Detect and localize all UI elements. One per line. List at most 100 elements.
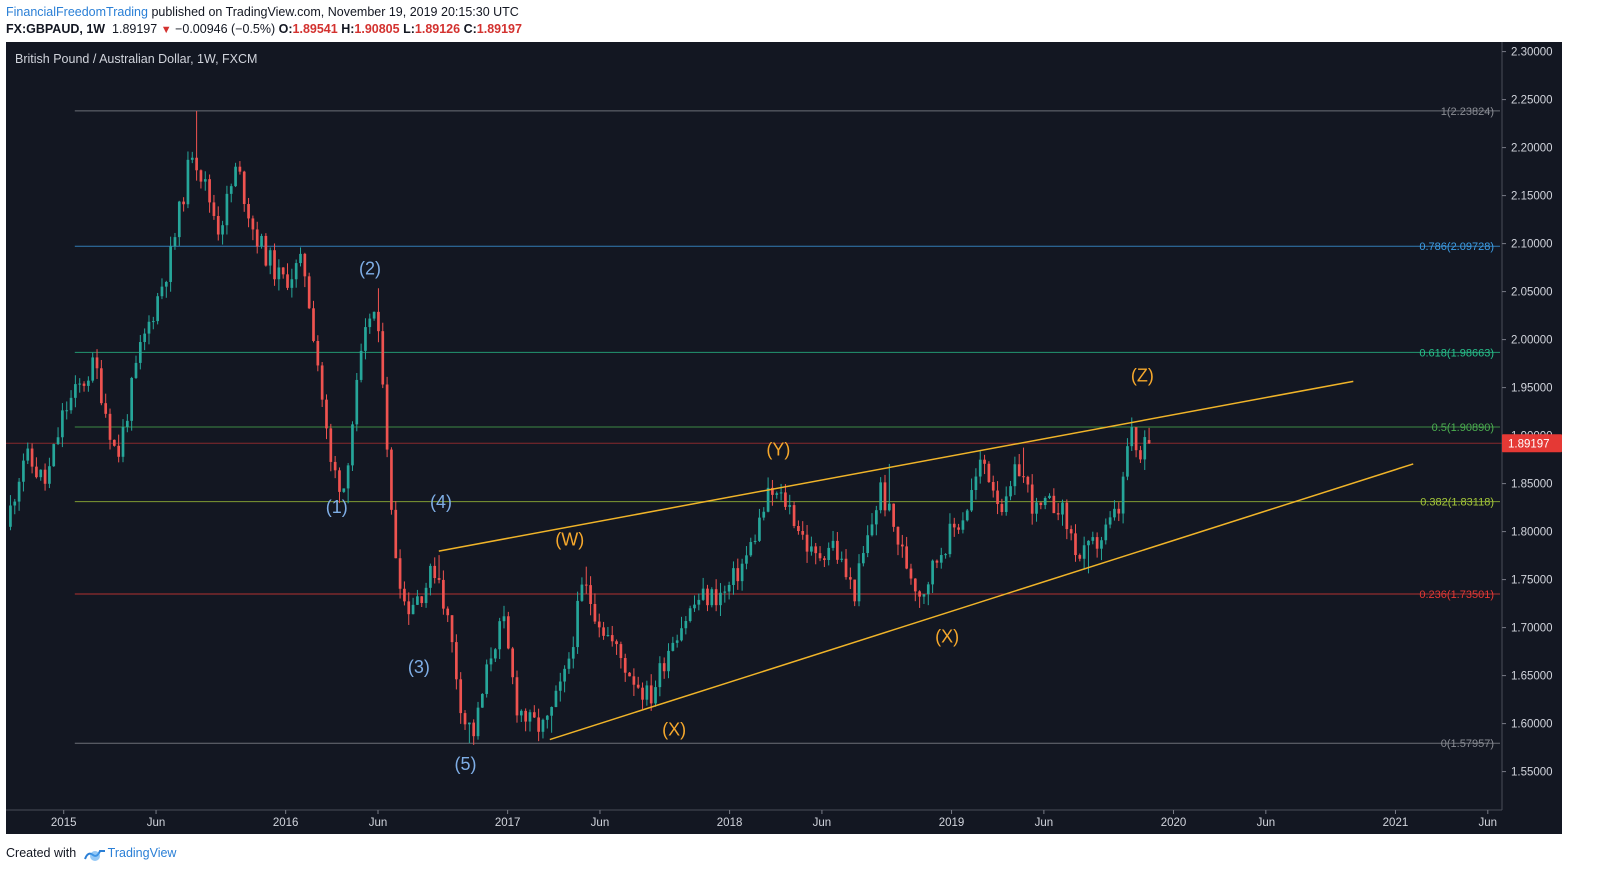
price-tick-label: 1.95000 xyxy=(1511,383,1553,395)
low-value: 1.89126 xyxy=(414,22,461,36)
candle-body xyxy=(463,713,467,725)
fib-label: 0(1.57957) xyxy=(1441,738,1494,750)
candle-body xyxy=(359,350,363,380)
price-tick-label: 1.55000 xyxy=(1511,767,1553,779)
candle-body xyxy=(758,517,761,541)
wave-label: (X) xyxy=(935,626,959,646)
candle-body xyxy=(502,616,506,622)
candle-body xyxy=(346,465,350,489)
candle-body xyxy=(381,331,385,385)
candle-body xyxy=(390,449,393,510)
candle-body xyxy=(506,616,510,649)
candle-body xyxy=(333,461,337,471)
candle-body xyxy=(121,426,125,457)
candle-body xyxy=(264,235,268,266)
candle-body xyxy=(1108,517,1112,525)
candle-body xyxy=(519,710,523,716)
time-tick-label: Jun xyxy=(147,817,166,829)
candle-body xyxy=(203,179,207,182)
candle-body xyxy=(978,459,982,477)
candle-body xyxy=(996,490,999,505)
candle-body xyxy=(606,635,610,637)
candle-body xyxy=(887,503,891,511)
candle-body xyxy=(818,553,822,559)
close-label: C: xyxy=(463,22,477,36)
candle-body xyxy=(355,379,359,425)
candle-body xyxy=(450,615,454,643)
published-text: published on TradingView.com, November 1… xyxy=(151,5,519,19)
candle-body xyxy=(1087,540,1090,546)
candle-body xyxy=(459,679,463,714)
candle-body xyxy=(961,520,965,530)
candle-body xyxy=(1100,540,1103,549)
candle-body xyxy=(9,505,12,527)
time-axis-panel[interactable] xyxy=(6,810,1562,834)
candle-body xyxy=(1126,446,1129,477)
candle-body xyxy=(649,685,653,704)
candle-body xyxy=(1117,508,1121,514)
candle-body xyxy=(190,157,194,160)
candle-body xyxy=(991,482,995,491)
candle-body xyxy=(100,368,103,404)
author-link[interactable]: FinancialFreedomTrading xyxy=(6,5,148,19)
candle-body xyxy=(1113,508,1116,518)
candle-body xyxy=(563,668,566,682)
candle-body xyxy=(442,579,445,609)
candle-body xyxy=(91,357,95,381)
candle-body xyxy=(580,584,584,601)
candle-body xyxy=(316,340,320,366)
candle-body xyxy=(784,492,787,507)
price-tick-label: 2.25000 xyxy=(1511,95,1553,107)
candle-body xyxy=(385,384,389,450)
time-tick-label: 2017 xyxy=(495,817,521,829)
price-tick-label: 2.05000 xyxy=(1511,287,1553,299)
candle-body xyxy=(593,603,597,622)
candle-body xyxy=(485,664,489,694)
tradingview-link[interactable]: TradingView xyxy=(107,846,177,860)
candle-body xyxy=(247,204,250,219)
candle-body xyxy=(377,311,380,332)
candle-body xyxy=(567,658,571,669)
candle-body xyxy=(866,535,870,554)
candle-body xyxy=(151,321,155,323)
price-tick-label: 1.75000 xyxy=(1511,575,1553,587)
candle-body xyxy=(1035,502,1038,514)
candle-body xyxy=(944,554,947,556)
candle-body xyxy=(398,558,402,589)
candle-body xyxy=(156,296,159,322)
candle-body xyxy=(303,253,307,277)
candle-body xyxy=(922,594,926,597)
wave-labels: (2) (1) (4) (3) (5) (W) (Y) (X) (X) (Z) xyxy=(326,258,1154,774)
candle-body xyxy=(30,448,34,467)
candle-body xyxy=(857,563,861,602)
candle-body xyxy=(554,690,558,708)
candle-body xyxy=(17,481,21,502)
chart-svg[interactable]: 1(2.23824) 0.786(2.09728) 0.618(1.98663) 0.… xyxy=(6,42,1562,834)
candle-body xyxy=(892,503,895,527)
publish-line: FinancialFreedomTrading published on Tra… xyxy=(6,5,519,19)
candle-body xyxy=(143,333,146,343)
time-tick-label: Jun xyxy=(591,817,610,829)
candle-body xyxy=(56,437,60,445)
candle-body xyxy=(1030,484,1034,514)
candle-body xyxy=(1017,464,1021,477)
candle-body xyxy=(645,685,649,700)
candle-body xyxy=(836,540,839,560)
candle-body xyxy=(22,460,25,482)
candle-body xyxy=(95,357,99,369)
price-tick-label: 1.60000 xyxy=(1511,719,1553,731)
candle-body xyxy=(931,560,934,585)
candle-body xyxy=(797,526,800,532)
candle-body xyxy=(173,237,177,247)
candle-body xyxy=(199,170,203,182)
chart-container[interactable]: 1(2.23824) 0.786(2.09728) 0.618(1.98663) 0.… xyxy=(6,42,1562,834)
candle-body xyxy=(169,246,172,282)
candle-body xyxy=(974,476,978,491)
candle-body xyxy=(1004,496,1008,513)
candle-body xyxy=(623,658,627,673)
candle-body xyxy=(429,565,432,588)
candle-body xyxy=(134,362,138,378)
candle-body xyxy=(1091,537,1095,541)
candle-body xyxy=(861,553,865,564)
candle-body xyxy=(1130,427,1134,447)
